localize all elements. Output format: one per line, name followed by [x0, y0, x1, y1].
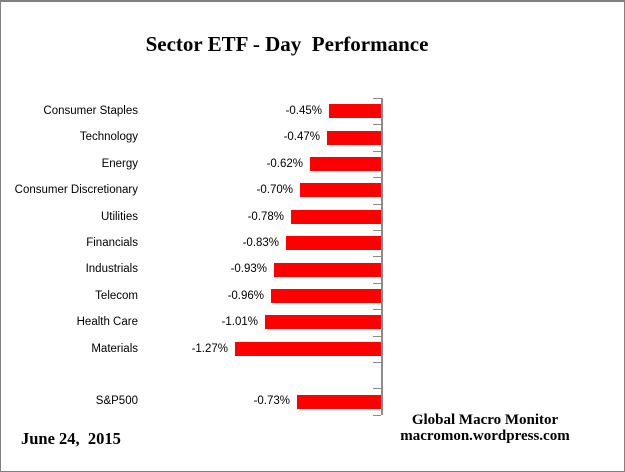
value-label: -0.78% — [247, 210, 284, 223]
value-label: -1.01% — [221, 316, 258, 329]
bar — [274, 262, 381, 277]
category-label: Technology — [79, 131, 138, 144]
axis-tick — [373, 283, 381, 284]
axis-tick — [373, 415, 381, 416]
category-label: Telecom — [95, 289, 138, 302]
bar — [297, 394, 381, 409]
source-block: Global Macro Monitor macromon.wordpress.… — [385, 412, 585, 444]
bar — [235, 341, 381, 356]
category-label: Financials — [86, 237, 138, 249]
source-name: Global Macro Monitor — [411, 412, 559, 428]
category-label: Consumer Discretionary — [14, 184, 138, 197]
value-label: -0.83% — [242, 237, 279, 249]
bar — [300, 183, 381, 198]
axis-tick — [373, 256, 381, 257]
axis-tick — [373, 388, 381, 389]
value-label: -0.47% — [283, 131, 320, 144]
value-label: -0.93% — [230, 263, 267, 276]
axis-tick — [373, 151, 381, 152]
category-label: Energy — [101, 157, 138, 170]
value-label: -1.27% — [191, 342, 228, 355]
bar — [327, 130, 381, 145]
bar — [265, 315, 381, 330]
bar — [286, 236, 381, 251]
axis-tick — [373, 124, 381, 125]
axis-tick — [373, 204, 381, 205]
bar — [271, 289, 381, 303]
bar — [329, 104, 381, 119]
axis-tick — [373, 309, 381, 310]
category-label: Utilities — [100, 210, 138, 223]
category-label: Health Care — [76, 316, 138, 329]
category-label: Materials — [91, 342, 138, 355]
axis-tick — [373, 177, 381, 178]
date-label: June 24, 2015 — [21, 429, 121, 448]
category-label: Industrials — [85, 263, 138, 276]
source-url: macromon.wordpress.com — [400, 427, 570, 444]
chart-title: Sector ETF - Day Performance — [145, 32, 429, 56]
bar — [291, 209, 381, 224]
category-label: Consumer Staples — [43, 105, 138, 117]
value-label: -0.45% — [285, 105, 322, 117]
axis-line — [381, 98, 383, 415]
value-label: -0.62% — [266, 157, 303, 170]
axis-tick — [373, 336, 381, 337]
axis-tick — [373, 98, 381, 99]
value-label: -0.73% — [253, 395, 290, 408]
axis-tick — [373, 230, 381, 231]
axis-tick — [373, 362, 381, 363]
value-label: -0.96% — [227, 289, 264, 302]
value-label: -0.70% — [256, 184, 293, 197]
category-label: S&P500 — [95, 395, 138, 408]
bar — [310, 157, 381, 171]
